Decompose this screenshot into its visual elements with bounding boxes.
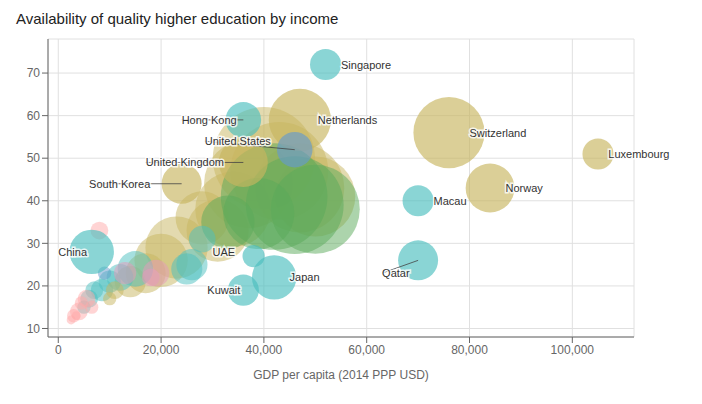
svg-text:Luxembourg: Luxembourg xyxy=(608,148,669,160)
svg-text:0: 0 xyxy=(55,343,62,357)
svg-text:60: 60 xyxy=(27,109,41,123)
svg-text:China: China xyxy=(58,246,88,258)
svg-text:10: 10 xyxy=(27,322,41,336)
svg-text:50: 50 xyxy=(27,151,41,165)
svg-text:60,000: 60,000 xyxy=(348,343,385,357)
svg-text:South Korea: South Korea xyxy=(89,178,151,190)
svg-text:Norway: Norway xyxy=(505,182,543,194)
svg-text:GDP per capita (2014 PPP USD): GDP per capita (2014 PPP USD) xyxy=(253,368,429,382)
svg-text:100,000: 100,000 xyxy=(551,343,595,357)
svg-text:Japan: Japan xyxy=(290,271,320,283)
svg-text:Netherlands: Netherlands xyxy=(318,114,378,126)
svg-text:20: 20 xyxy=(27,279,41,293)
svg-text:Hong Kong: Hong Kong xyxy=(182,114,237,126)
svg-text:Singapore: Singapore xyxy=(341,59,391,71)
svg-text:30: 30 xyxy=(27,237,41,251)
html-text:Availability of quality higher: Availability of quality higher education… xyxy=(16,10,339,27)
svg-text:40,000: 40,000 xyxy=(246,343,283,357)
svg-text:40: 40 xyxy=(27,194,41,208)
svg-text:Macau: Macau xyxy=(434,195,467,207)
svg-text:United Kingdom: United Kingdom xyxy=(146,156,224,168)
svg-text:United States: United States xyxy=(205,135,272,147)
svg-text:20,000: 20,000 xyxy=(143,343,180,357)
svg-text:UAE: UAE xyxy=(212,246,235,258)
svg-text:80,000: 80,000 xyxy=(451,343,488,357)
svg-text:Kuwait: Kuwait xyxy=(207,284,240,296)
svg-text:Qatar: Qatar xyxy=(382,267,410,279)
svg-text:70: 70 xyxy=(27,66,41,80)
svg-text:Switzerland: Switzerland xyxy=(470,127,527,139)
